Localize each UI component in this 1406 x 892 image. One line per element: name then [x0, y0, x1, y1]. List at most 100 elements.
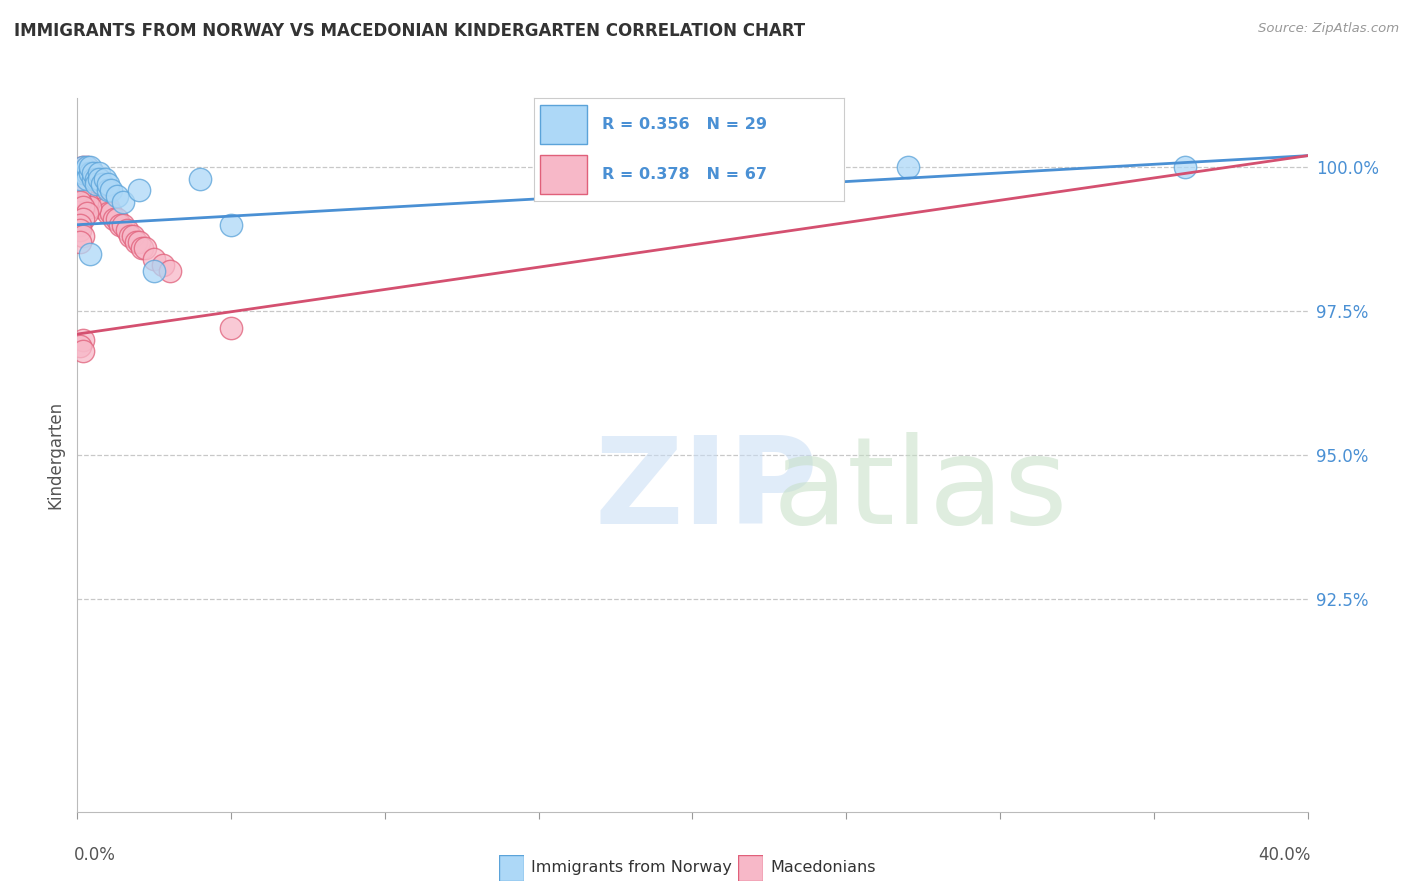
Text: ZIP: ZIP [595, 432, 818, 549]
Point [72, 344, 94, 359]
Point [112, 194, 135, 209]
Point [219, 321, 242, 335]
Point [79, 160, 101, 174]
Point [69, 235, 91, 249]
Point [79, 166, 101, 180]
Point [125, 235, 148, 249]
Text: R = 0.378   N = 67: R = 0.378 N = 67 [602, 167, 768, 182]
Point [76, 206, 98, 220]
Point [118, 229, 141, 244]
Point [76, 178, 98, 192]
Point [72, 160, 94, 174]
Point [84, 178, 107, 192]
Point [79, 246, 101, 260]
Point [90, 178, 114, 192]
Text: atlas: atlas [772, 432, 1069, 549]
Point [69, 338, 91, 352]
Point [72, 183, 94, 197]
Point [69, 178, 91, 192]
Point [558, 160, 581, 174]
Point [100, 206, 122, 220]
Point [69, 194, 91, 209]
Point [90, 189, 114, 203]
Point [97, 183, 120, 197]
Point [90, 194, 114, 209]
Point [69, 171, 91, 186]
Point [69, 218, 91, 232]
Point [143, 252, 166, 267]
Point [72, 178, 94, 192]
Point [76, 166, 98, 180]
Point [87, 201, 110, 215]
Point [72, 201, 94, 215]
Point [82, 171, 104, 186]
Point [1174, 160, 1197, 174]
Point [97, 206, 120, 220]
Y-axis label: Kindergarten: Kindergarten [46, 401, 65, 509]
Point [152, 258, 174, 272]
Point [219, 218, 242, 232]
Point [82, 178, 104, 192]
Text: IMMIGRANTS FROM NORWAY VS MACEDONIAN KINDERGARTEN CORRELATION CHART: IMMIGRANTS FROM NORWAY VS MACEDONIAN KIN… [14, 22, 806, 40]
Point [76, 166, 98, 180]
Point [72, 229, 94, 244]
Text: R = 0.356   N = 29: R = 0.356 N = 29 [602, 117, 768, 132]
Point [94, 194, 117, 209]
FancyBboxPatch shape [540, 105, 586, 145]
Point [84, 171, 107, 186]
Point [72, 333, 94, 347]
Point [188, 171, 212, 186]
Point [72, 160, 94, 174]
Point [82, 166, 104, 180]
Point [76, 183, 98, 197]
Point [76, 194, 98, 209]
Point [69, 183, 91, 197]
Point [94, 201, 117, 215]
Point [94, 171, 117, 186]
Point [72, 211, 94, 226]
Text: 0.0%: 0.0% [75, 847, 117, 864]
Point [72, 166, 94, 180]
Point [84, 178, 107, 192]
Point [84, 183, 107, 197]
Point [87, 189, 110, 203]
Point [69, 223, 91, 237]
Point [87, 166, 110, 180]
Point [87, 171, 110, 186]
Text: Source: ZipAtlas.com: Source: ZipAtlas.com [1258, 22, 1399, 36]
Point [159, 264, 181, 278]
Point [84, 194, 107, 209]
Point [105, 189, 128, 203]
Point [69, 171, 91, 186]
Point [134, 241, 156, 255]
Point [128, 235, 150, 249]
Point [115, 223, 138, 237]
Point [76, 160, 98, 174]
Point [79, 178, 101, 192]
FancyBboxPatch shape [499, 855, 524, 881]
Point [72, 171, 94, 186]
Text: 40.0%: 40.0% [1258, 847, 1310, 864]
Point [82, 189, 104, 203]
Text: Macedonians: Macedonians [770, 861, 876, 875]
Point [100, 183, 122, 197]
Point [79, 171, 101, 186]
FancyBboxPatch shape [738, 855, 763, 881]
FancyBboxPatch shape [540, 154, 586, 194]
Point [87, 171, 110, 186]
Point [72, 189, 94, 203]
Point [110, 218, 132, 232]
Point [112, 218, 135, 232]
Point [76, 171, 98, 186]
Point [82, 183, 104, 197]
Point [97, 178, 120, 192]
Point [72, 166, 94, 180]
Point [69, 166, 91, 180]
Point [84, 171, 107, 186]
Point [131, 241, 153, 255]
Point [897, 160, 920, 174]
Point [87, 183, 110, 197]
Point [79, 166, 101, 180]
Text: Immigrants from Norway: Immigrants from Norway [531, 861, 733, 875]
Point [128, 183, 150, 197]
